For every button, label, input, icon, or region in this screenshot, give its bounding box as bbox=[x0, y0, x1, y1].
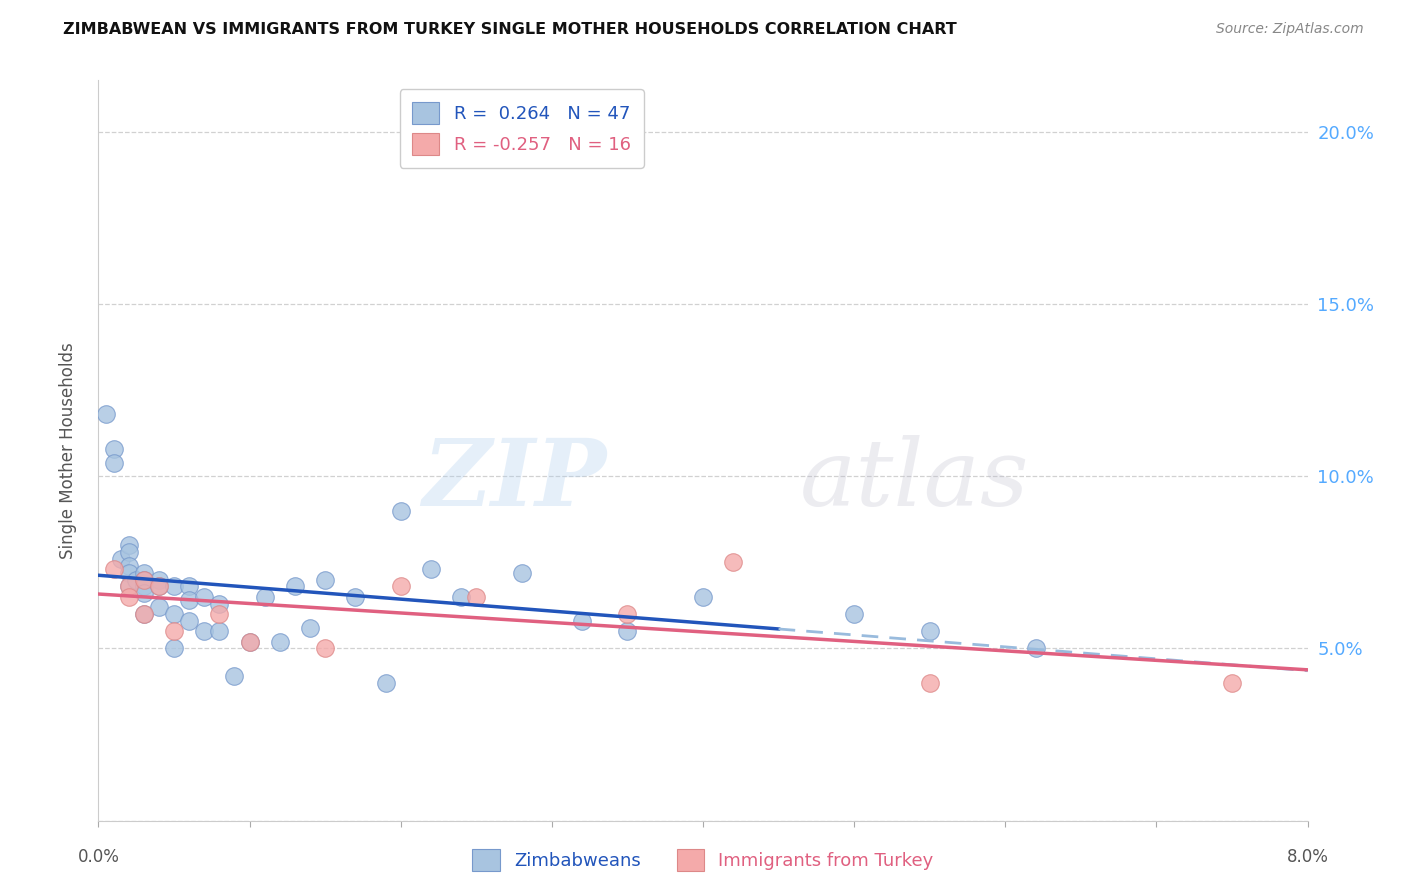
Point bbox=[179, 614, 201, 628]
Point bbox=[193, 624, 215, 639]
Point bbox=[224, 669, 246, 683]
Point bbox=[193, 590, 215, 604]
Point bbox=[163, 579, 186, 593]
Point bbox=[163, 641, 186, 656]
Point bbox=[103, 562, 125, 576]
Point bbox=[118, 558, 141, 573]
Point bbox=[420, 562, 443, 576]
Point bbox=[118, 579, 141, 593]
Point bbox=[179, 579, 201, 593]
Point bbox=[132, 607, 155, 621]
Point bbox=[253, 590, 276, 604]
Legend: R =  0.264   N = 47, R = -0.257   N = 16: R = 0.264 N = 47, R = -0.257 N = 16 bbox=[399, 89, 644, 168]
Point bbox=[132, 573, 155, 587]
Point bbox=[1220, 676, 1243, 690]
Point bbox=[148, 579, 170, 593]
Point bbox=[118, 566, 141, 580]
Point bbox=[163, 624, 186, 639]
Point bbox=[94, 407, 117, 421]
Point bbox=[110, 552, 132, 566]
Point bbox=[239, 634, 262, 648]
Point bbox=[103, 456, 125, 470]
Point bbox=[314, 641, 336, 656]
Point bbox=[208, 624, 231, 639]
Point bbox=[344, 590, 367, 604]
Point bbox=[148, 579, 170, 593]
Text: 0.0%: 0.0% bbox=[77, 848, 120, 866]
Point bbox=[299, 621, 322, 635]
Text: atlas: atlas bbox=[800, 435, 1029, 525]
Point bbox=[118, 590, 141, 604]
Point bbox=[208, 607, 231, 621]
Point bbox=[269, 634, 291, 648]
Point bbox=[163, 607, 186, 621]
Point bbox=[374, 676, 396, 690]
Point bbox=[132, 607, 155, 621]
Point bbox=[389, 504, 412, 518]
Point bbox=[918, 624, 941, 639]
Point bbox=[208, 597, 231, 611]
Point bbox=[918, 676, 941, 690]
Point bbox=[692, 590, 714, 604]
Point bbox=[118, 579, 141, 593]
Point bbox=[450, 590, 472, 604]
Text: Source: ZipAtlas.com: Source: ZipAtlas.com bbox=[1216, 22, 1364, 37]
Point bbox=[118, 545, 141, 559]
Legend: Zimbabweans, Immigrants from Turkey: Zimbabweans, Immigrants from Turkey bbox=[465, 842, 941, 879]
Point bbox=[844, 607, 866, 621]
Point bbox=[148, 573, 170, 587]
Point bbox=[132, 573, 155, 587]
Point bbox=[314, 573, 336, 587]
Text: 8.0%: 8.0% bbox=[1286, 848, 1329, 866]
Point bbox=[132, 579, 155, 593]
Point bbox=[616, 624, 638, 639]
Point bbox=[284, 579, 307, 593]
Point bbox=[148, 600, 170, 615]
Point bbox=[723, 555, 745, 569]
Point bbox=[465, 590, 488, 604]
Point bbox=[571, 614, 593, 628]
Point bbox=[616, 607, 638, 621]
Point bbox=[132, 566, 155, 580]
Point bbox=[239, 634, 262, 648]
Point bbox=[132, 586, 155, 600]
Text: ZIMBABWEAN VS IMMIGRANTS FROM TURKEY SINGLE MOTHER HOUSEHOLDS CORRELATION CHART: ZIMBABWEAN VS IMMIGRANTS FROM TURKEY SIN… bbox=[63, 22, 957, 37]
Point bbox=[179, 593, 201, 607]
Point bbox=[510, 566, 533, 580]
Point bbox=[389, 579, 412, 593]
Point bbox=[118, 538, 141, 552]
Point bbox=[125, 573, 148, 587]
Point bbox=[1025, 641, 1047, 656]
Y-axis label: Single Mother Households: Single Mother Households bbox=[59, 343, 77, 558]
Point bbox=[103, 442, 125, 456]
Text: ZIP: ZIP bbox=[422, 435, 606, 525]
